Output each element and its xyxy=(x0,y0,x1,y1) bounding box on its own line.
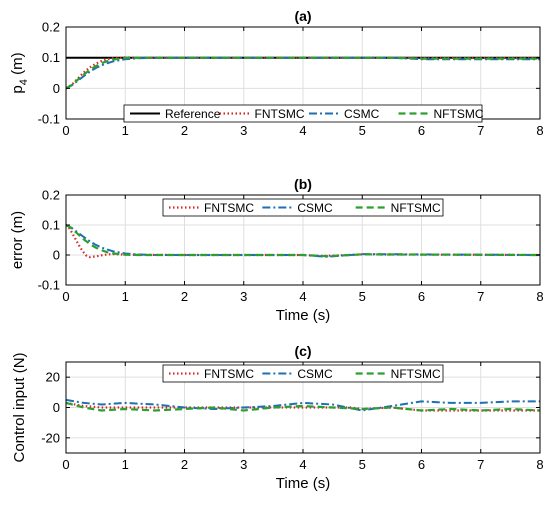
y-tick-label: 0 xyxy=(53,248,60,263)
legend-box xyxy=(162,198,444,217)
y-tick-label: -0.1 xyxy=(38,112,60,127)
x-tick-label: 3 xyxy=(240,123,247,138)
y-tick-label: -20 xyxy=(41,430,60,445)
legend-label-fntsmc: FNTSMC xyxy=(204,201,254,215)
legend-label-nftsmc: NFTSMC xyxy=(391,367,441,381)
legend-label-nftsmc: NFTSMC xyxy=(434,107,484,121)
y-tick-label: 0.2 xyxy=(42,188,60,203)
x-tick-label: 7 xyxy=(477,457,484,472)
series-line-nftsmc xyxy=(66,56,540,90)
x-tick-label: 6 xyxy=(418,457,425,472)
y-axis-label: Control input (N) xyxy=(11,352,28,462)
x-tick-label: 8 xyxy=(536,457,543,472)
x-tick-label: 1 xyxy=(122,289,129,304)
panel-b: 0 1 2 3 4 5 6 7 8-0.100.10.2(b)Time (s)error (m)… xyxy=(9,176,544,324)
x-tick-label: 1 xyxy=(122,457,129,472)
y-axis-label-unit: (m) xyxy=(9,52,26,79)
legend-label-csmc: CSMC xyxy=(344,107,380,121)
x-tick-label: 6 xyxy=(418,123,425,138)
y-tick-label: -0.1 xyxy=(38,278,60,293)
y-tick-label: 0.1 xyxy=(42,50,60,65)
x-tick-label: 5 xyxy=(359,457,366,472)
x-tick-label: 2 xyxy=(181,123,188,138)
series-line-nftsmc xyxy=(66,401,540,412)
x-tick-label: 8 xyxy=(536,123,543,138)
legend-label-nftsmc: NFTSMC xyxy=(391,201,441,215)
x-axis-label: Time (s) xyxy=(276,475,330,492)
x-tick-label: 7 xyxy=(477,123,484,138)
y-axis-label: error (m) xyxy=(9,211,26,269)
series-line-nftsmc xyxy=(66,224,540,258)
legend-label-csmc: CSMC xyxy=(297,201,333,215)
y-tick-label: 0 xyxy=(53,400,60,415)
series-line-csmc xyxy=(66,398,540,412)
panel-a: 0 1 2 3 4 5 6 7 8-0.100.10.2(a)p4 (m)Reference FN… xyxy=(9,8,544,138)
y-axis-label-subscript: 4 xyxy=(18,79,30,85)
x-tick-label: 0 xyxy=(62,123,69,138)
y-axis-label: p4 (m) xyxy=(9,52,30,93)
x-tick-label: 6 xyxy=(418,289,425,304)
legend-label-csmc: CSMC xyxy=(297,367,333,381)
x-tick-label: 5 xyxy=(359,289,366,304)
legend: Reference FNTSMC CSMC NFTSMC xyxy=(123,104,484,123)
y-tick-label: 0 xyxy=(53,81,60,96)
chart-title: (b) xyxy=(294,176,312,192)
legend-label-fntsmc: FNTSMC xyxy=(255,107,305,121)
y-tick-label: 0.1 xyxy=(42,218,60,233)
legend: FNTSMC CSMC NFTSMC xyxy=(162,364,444,383)
legend-label-fntsmc: FNTSMC xyxy=(204,367,254,381)
x-tick-label: 8 xyxy=(536,289,543,304)
x-axis-label: Time (s) xyxy=(276,307,330,324)
x-tick-label: 1 xyxy=(122,123,129,138)
legend: FNTSMC CSMC NFTSMC xyxy=(162,198,444,217)
y-axis-label-main: p xyxy=(9,85,26,93)
x-tick-label: 3 xyxy=(240,457,247,472)
legend-box xyxy=(162,364,444,383)
x-tick-label: 4 xyxy=(299,457,306,472)
legend-label-reference: Reference xyxy=(165,107,221,121)
chart-title: (c) xyxy=(294,343,311,359)
legend-box xyxy=(123,104,483,123)
x-tick-label: 2 xyxy=(181,457,188,472)
y-tick-label: 20 xyxy=(46,370,60,385)
x-tick-label: 3 xyxy=(240,289,247,304)
x-tick-label: 4 xyxy=(299,123,306,138)
x-tick-label: 2 xyxy=(181,289,188,304)
x-tick-label: 0 xyxy=(62,289,69,304)
chart-title: (a) xyxy=(294,8,311,24)
x-tick-label: 0 xyxy=(62,457,69,472)
x-tick-label: 5 xyxy=(359,123,366,138)
y-tick-label: 0.2 xyxy=(42,20,60,35)
x-tick-label: 4 xyxy=(299,289,306,304)
x-tick-label: 7 xyxy=(477,289,484,304)
